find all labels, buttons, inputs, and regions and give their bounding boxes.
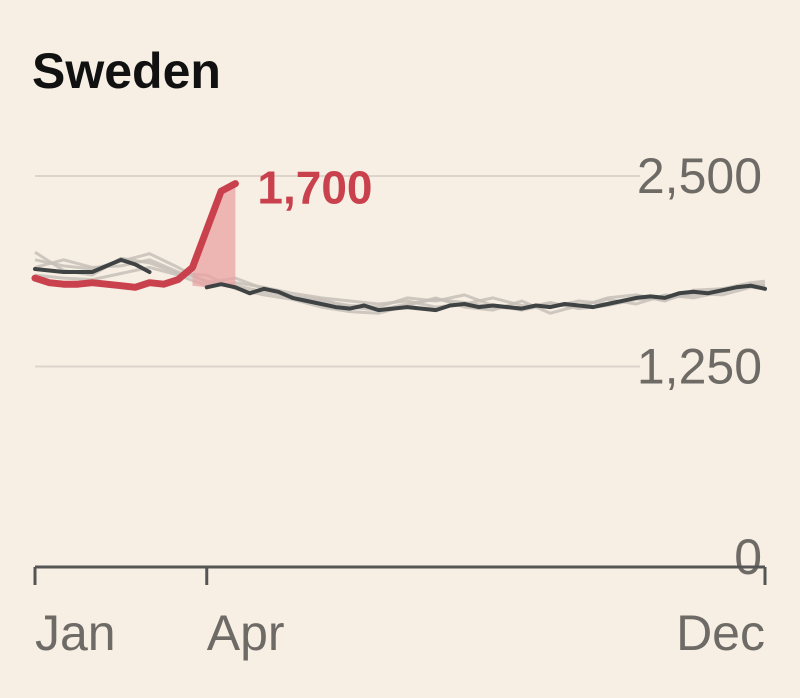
x-axis xyxy=(33,565,767,585)
y-tick-label-2500: 2,500 xyxy=(637,148,762,204)
current-year-line xyxy=(31,180,239,291)
excess-deaths-area xyxy=(192,183,236,288)
average-line xyxy=(33,257,767,313)
chart-title: Sweden xyxy=(32,43,221,99)
x-tick-label-apr: Apr xyxy=(207,605,285,661)
x-tick-labels: Jan Apr Dec xyxy=(35,605,765,661)
gridlines xyxy=(35,175,640,368)
peak-callout-label: 1,700 xyxy=(257,162,372,214)
y-tick-label-1250: 1,250 xyxy=(637,339,762,395)
current-year-line-path xyxy=(31,180,239,291)
x-tick-label-dec: Dec xyxy=(676,605,765,661)
x-tick-label-jan: Jan xyxy=(35,605,116,661)
average-line-path xyxy=(33,257,767,313)
y-tick-label-0: 0 xyxy=(734,529,762,585)
excess-area xyxy=(192,183,236,288)
y-tick-labels: 2,500 1,250 0 xyxy=(637,148,762,585)
